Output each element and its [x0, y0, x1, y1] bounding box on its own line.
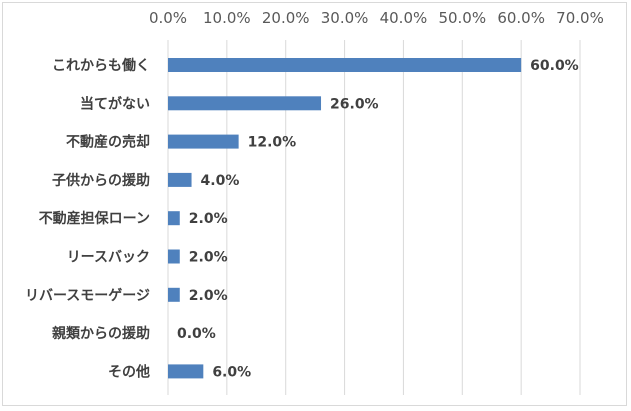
- x-tick-label: 60.0%: [497, 9, 545, 27]
- category-label: リースバック: [67, 250, 150, 266]
- bar: [168, 96, 322, 111]
- x-tick-label: 70.0%: [556, 9, 604, 27]
- data-label: 2.0%: [189, 250, 228, 266]
- data-label: 60.0%: [530, 58, 579, 74]
- category-label: 親類からの援助: [52, 325, 150, 342]
- category-label: その他: [108, 363, 150, 380]
- category-label: 不動産の売却: [66, 134, 150, 151]
- grid-lines: [167, 40, 581, 395]
- bars: [168, 58, 522, 379]
- x-tick-label: 50.0%: [438, 9, 486, 27]
- x-tick-label: 0.0%: [149, 9, 187, 27]
- bar: [168, 249, 180, 264]
- x-tick-label: 30.0%: [321, 9, 369, 27]
- category-labels: これからも働く当てがない不動産の売却子供からの援助不動産担保ローンリースバックリ…: [25, 57, 150, 380]
- bar: [168, 287, 180, 302]
- category-label: 子供からの援助: [52, 172, 150, 189]
- category-label: これからも働く: [52, 57, 150, 74]
- bar: [168, 134, 239, 149]
- data-label: 2.0%: [189, 211, 228, 227]
- data-label: 0.0%: [177, 326, 216, 342]
- x-tick-label: 20.0%: [262, 9, 310, 27]
- category-label: 当てがない: [80, 95, 150, 112]
- bar: [168, 58, 522, 72]
- data-labels: 60.0% 26.0% 12.0% 4.0% 2.0% 2.0% 2.0% 0.0% 6.0%: [177, 58, 579, 380]
- category-label: 不動産担保ローン: [39, 210, 150, 227]
- x-axis-ticks: 0.0% 10.0% 20.0% 30.0% 40.0% 50.0% 60.0% 70.0%: [149, 9, 604, 27]
- x-tick-label: 40.0%: [380, 9, 428, 27]
- data-label: 26.0%: [330, 96, 379, 112]
- category-label: リバースモーゲージ: [25, 287, 150, 304]
- bar: [168, 211, 180, 226]
- x-tick-label: 10.0%: [203, 9, 251, 27]
- data-label: 6.0%: [212, 364, 251, 380]
- data-label: 2.0%: [189, 288, 228, 304]
- data-label: 12.0%: [248, 135, 297, 151]
- bar: [168, 364, 204, 379]
- data-label: 4.0%: [201, 173, 240, 189]
- bar: [168, 172, 192, 187]
